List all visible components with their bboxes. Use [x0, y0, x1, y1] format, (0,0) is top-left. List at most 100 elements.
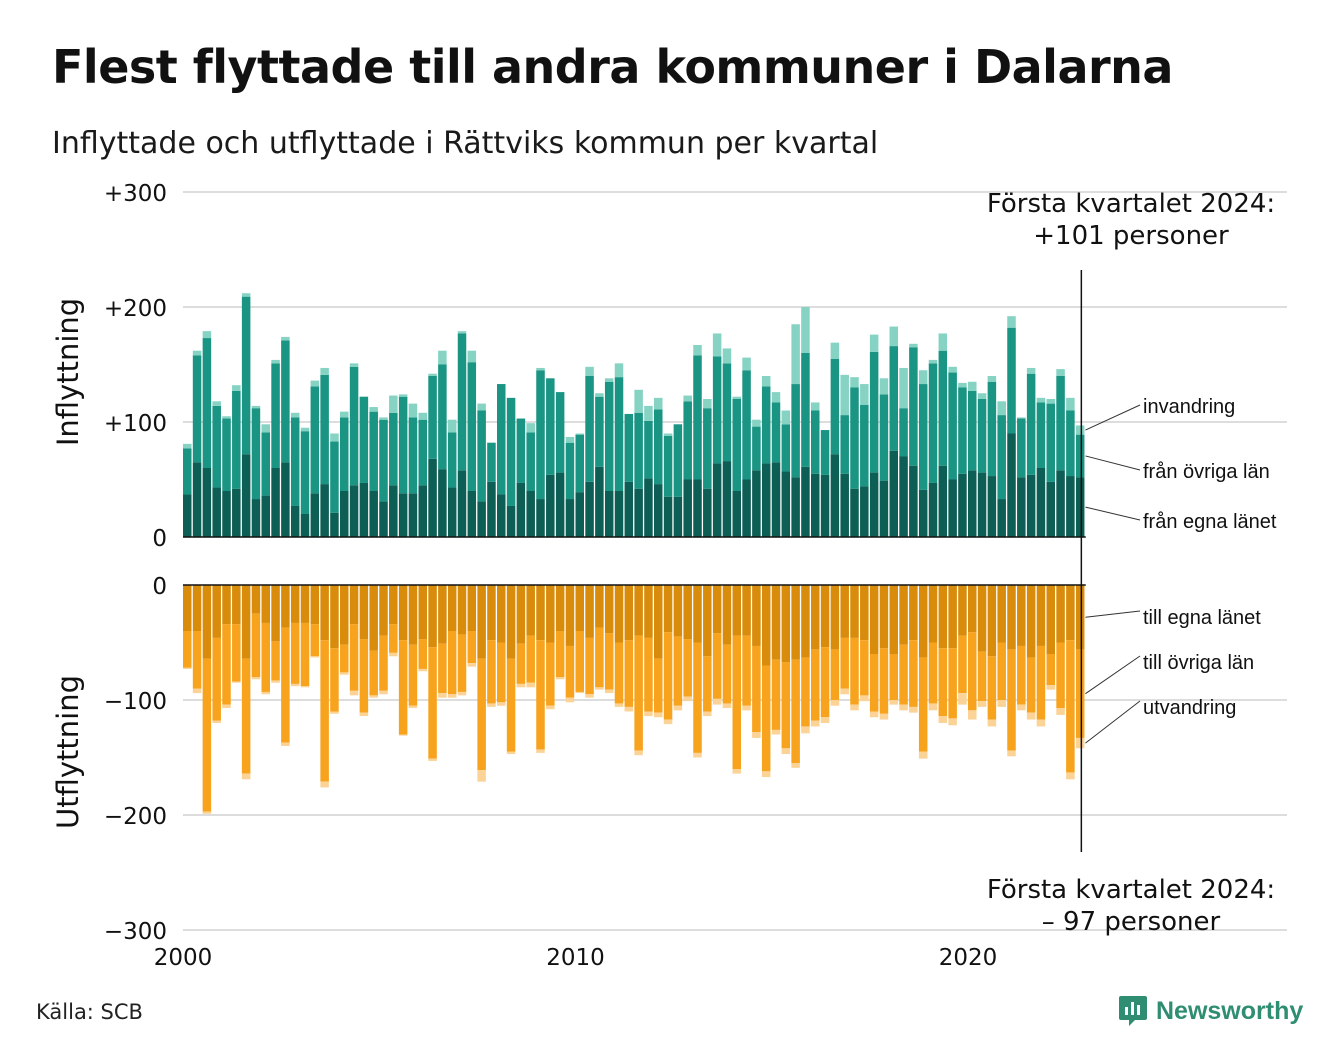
- bar-in-1: [948, 479, 957, 537]
- bar-out-2: [761, 665, 771, 772]
- bar-out-3: [555, 677, 565, 680]
- bar-in-3: [585, 366, 594, 376]
- x-tick-label: 2000: [154, 945, 213, 971]
- y-axis-title-inflyttning: Inflyttning: [51, 298, 85, 446]
- bar-in-1: [1046, 481, 1056, 537]
- bar-in-1: [447, 487, 457, 537]
- bar-in-3: [428, 373, 437, 376]
- bar-in-1: [977, 472, 987, 537]
- bar-out-3: [977, 701, 987, 707]
- bar-out-2: [771, 659, 781, 730]
- bar-in-2: [811, 410, 820, 474]
- bar-in-2: [1056, 376, 1065, 471]
- bar-out-2: [791, 659, 800, 764]
- bar-out-2: [1046, 654, 1056, 686]
- bar-in-2: [241, 296, 251, 455]
- bar-out-3: [565, 697, 575, 703]
- bar-out-1: [526, 585, 535, 636]
- bar-in-3: [202, 331, 212, 339]
- bar-in-3: [654, 397, 663, 410]
- bar-out-3: [634, 750, 643, 756]
- bar-in-1: [693, 479, 702, 537]
- bar-in-3: [644, 405, 653, 421]
- bar-in-1: [222, 491, 231, 537]
- bar-in-2: [1036, 402, 1046, 468]
- bar-out-3: [595, 687, 604, 690]
- bar-in-3: [467, 350, 477, 363]
- bar-out-1: [801, 585, 810, 658]
- bar-out-3: [1075, 737, 1085, 749]
- bar-in-2: [604, 381, 614, 491]
- bar-in-1: [575, 492, 585, 537]
- bar-out-2: [968, 632, 977, 711]
- bar-in-1: [555, 472, 565, 537]
- bar-out-2: [359, 639, 369, 713]
- bar-in-3: [732, 396, 742, 399]
- bar-out-3: [703, 711, 712, 717]
- bar-in-3: [183, 443, 192, 449]
- bar-out-2: [340, 644, 349, 673]
- bar-in-2: [261, 432, 271, 496]
- y-tick-label: 0: [152, 526, 167, 552]
- bar-in-3: [241, 293, 251, 297]
- bar-out-2: [850, 637, 859, 705]
- bar-out-1: [340, 585, 349, 645]
- bar-out-1: [624, 585, 634, 641]
- bar-out-2: [1026, 657, 1036, 713]
- bar-in-1: [467, 491, 477, 537]
- bar-out-3: [722, 703, 732, 709]
- bar-in-3: [379, 417, 388, 420]
- bar-in-1: [899, 456, 908, 537]
- bar-in-1: [918, 489, 928, 537]
- bar-out-1: [781, 585, 791, 663]
- bar-in-2: [595, 396, 604, 467]
- bar-out-1: [398, 585, 408, 641]
- bar-out-1: [202, 585, 212, 659]
- bar-out-3: [477, 770, 486, 782]
- bar-out-3: [222, 704, 231, 709]
- bar-out-1: [487, 585, 496, 641]
- bar-in-1: [202, 468, 212, 537]
- bar-out-3: [261, 691, 271, 695]
- bar-out-1: [938, 585, 948, 649]
- bar-in-2: [997, 415, 1006, 500]
- bar-out-1: [408, 585, 418, 645]
- series-leader: [1085, 506, 1141, 521]
- bar-out-3: [830, 700, 840, 706]
- bar-in-3: [398, 394, 408, 397]
- bar-in-3: [477, 403, 486, 411]
- bar-in-2: [889, 346, 899, 451]
- bar-out-3: [889, 700, 899, 705]
- bar-out-3: [899, 704, 908, 711]
- bar-out-1: [732, 585, 742, 636]
- bar-out-3: [271, 680, 280, 683]
- bar-in-3: [595, 393, 604, 397]
- bar-in-1: [389, 485, 398, 537]
- bar-out-1: [457, 585, 467, 635]
- bar-in-2: [1066, 410, 1075, 477]
- series-label-out-1: till egna länet: [1143, 607, 1261, 629]
- bar-in-3: [968, 381, 977, 391]
- bar-out-2: [379, 635, 388, 691]
- newsworthy-logo[interactable]: Newsworthy: [1118, 994, 1303, 1028]
- bar-out-3: [811, 720, 820, 727]
- bar-in-3: [536, 367, 545, 371]
- bar-out-1: [742, 585, 751, 636]
- bar-out-3: [202, 811, 212, 814]
- bar-out-2: [389, 624, 398, 653]
- bar-out-3: [850, 704, 859, 711]
- bar-out-3: [791, 763, 800, 768]
- bar-in-3: [1026, 367, 1036, 374]
- bar-in-2: [860, 404, 869, 487]
- bar-out-3: [428, 758, 437, 761]
- bar-in-2: [281, 340, 290, 463]
- bar-out-3: [212, 720, 221, 723]
- bar-out-1: [752, 585, 761, 646]
- bar-in-3: [310, 380, 320, 387]
- bar-out-1: [222, 585, 231, 625]
- bar-in-1: [1066, 476, 1075, 537]
- bar-out-2: [516, 643, 526, 684]
- bar-in-3: [1007, 316, 1016, 328]
- bar-in-3: [1075, 425, 1085, 435]
- bar-in-3: [801, 307, 810, 353]
